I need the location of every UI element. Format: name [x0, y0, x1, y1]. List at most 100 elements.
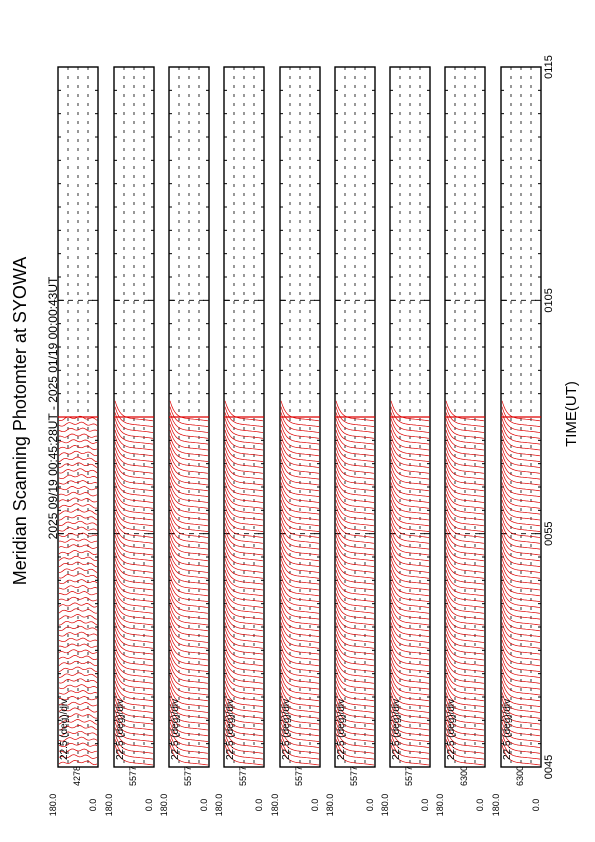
scan-trace	[390, 529, 430, 550]
scan-trace	[59, 538, 98, 543]
scan-trace	[280, 435, 320, 457]
scan-trace	[114, 692, 154, 713]
scan-trace	[280, 488, 320, 509]
scan-trace	[335, 674, 375, 696]
scan-trace	[169, 669, 209, 690]
y-tick-top: 180.0	[159, 794, 169, 817]
scan-trace	[280, 733, 320, 754]
scan-trace	[445, 727, 485, 748]
y-tick-top: 180.0	[104, 794, 114, 817]
scan-trace	[58, 655, 98, 660]
scan-trace	[335, 447, 375, 468]
scan-trace	[58, 439, 98, 444]
scan-trace	[169, 721, 209, 742]
scan-trace	[114, 505, 154, 527]
scan-trace	[114, 639, 154, 661]
scan-trace	[169, 470, 209, 492]
scan-trace	[169, 552, 209, 573]
scan-trace	[280, 663, 320, 684]
scan-trace	[169, 517, 209, 538]
scan-trace	[169, 523, 209, 544]
scan-trace	[224, 482, 264, 503]
scan-trace	[58, 748, 98, 753]
scan-trace	[114, 599, 154, 620]
x-tick-label: 0045	[543, 755, 555, 779]
scan-trace	[224, 599, 264, 620]
scan-trace	[335, 459, 375, 480]
scan-trace	[280, 739, 320, 760]
scan-trace	[335, 581, 375, 602]
y-tick-bottom: 0.0	[254, 799, 264, 812]
scan-trace	[58, 760, 98, 765]
scan-trace	[114, 610, 154, 632]
scan-trace	[224, 651, 264, 672]
scan-trace	[58, 515, 98, 521]
scan-trace	[335, 453, 375, 474]
scan-trace	[169, 634, 209, 655]
grid-lines	[224, 67, 264, 767]
scan-trace	[501, 424, 541, 445]
scan-trace	[169, 651, 209, 672]
scan-trace	[224, 593, 264, 614]
scan-trace	[501, 692, 541, 713]
scan-trace	[114, 698, 154, 719]
scan-trace	[335, 645, 375, 667]
scan-trace	[445, 476, 485, 497]
scan-trace	[58, 707, 98, 713]
y-tick-top: 180.0	[435, 794, 445, 817]
scan-trace	[501, 593, 541, 614]
scan-trace	[58, 491, 98, 497]
scan-trace	[114, 645, 154, 667]
scan-trace	[280, 441, 320, 462]
scan-trace	[335, 412, 375, 433]
scan-trace	[501, 453, 541, 474]
scan-trace	[445, 715, 485, 737]
scan-trace	[169, 529, 209, 550]
scan-trace	[280, 645, 320, 667]
y-tick-bottom: 0.0	[475, 799, 485, 812]
scan-trace	[501, 447, 541, 468]
scan-trace	[114, 540, 154, 562]
scan-trace	[280, 447, 320, 468]
scan-trace	[280, 546, 320, 567]
scan-trace	[58, 672, 98, 678]
scan-trace	[224, 517, 264, 538]
scan-trace	[445, 435, 485, 457]
scan-trace	[501, 698, 541, 719]
scan-trace	[445, 564, 485, 585]
scan-traces	[501, 400, 541, 766]
scale-label: 22.5 (deg)/div	[170, 699, 181, 760]
scan-trace	[169, 581, 209, 602]
scan-trace	[169, 435, 209, 457]
scan-trace	[280, 534, 320, 556]
scan-trace	[114, 464, 154, 486]
scan-trace	[169, 569, 209, 591]
scan-trace	[335, 564, 375, 585]
scan-trace	[390, 581, 430, 602]
scan-trace	[445, 721, 485, 742]
panel-5: 22.5 (deg)/div 180.0 0.0 5577	[270, 66, 321, 816]
scan-trace	[169, 680, 209, 702]
scan-trace	[445, 709, 485, 731]
scan-trace	[335, 680, 375, 702]
scan-trace	[224, 499, 264, 521]
scan-trace	[445, 639, 485, 661]
scan-trace	[224, 412, 264, 433]
scan-trace	[58, 421, 98, 427]
scan-trace	[224, 610, 264, 632]
scan-trace	[335, 464, 375, 486]
scan-trace	[501, 739, 541, 760]
scan-trace	[335, 406, 375, 427]
scan-trace	[335, 733, 375, 754]
scan-trace	[58, 620, 98, 626]
scan-trace	[445, 599, 485, 620]
scan-trace	[58, 427, 98, 433]
y-tick-bottom: 0.0	[310, 799, 320, 812]
y-tick-bottom: 0.0	[531, 799, 541, 812]
scan-trace	[58, 480, 98, 485]
scan-trace	[335, 721, 375, 742]
grid-lines	[335, 67, 375, 767]
grid-lines	[114, 67, 154, 767]
grid-lines	[280, 67, 320, 767]
